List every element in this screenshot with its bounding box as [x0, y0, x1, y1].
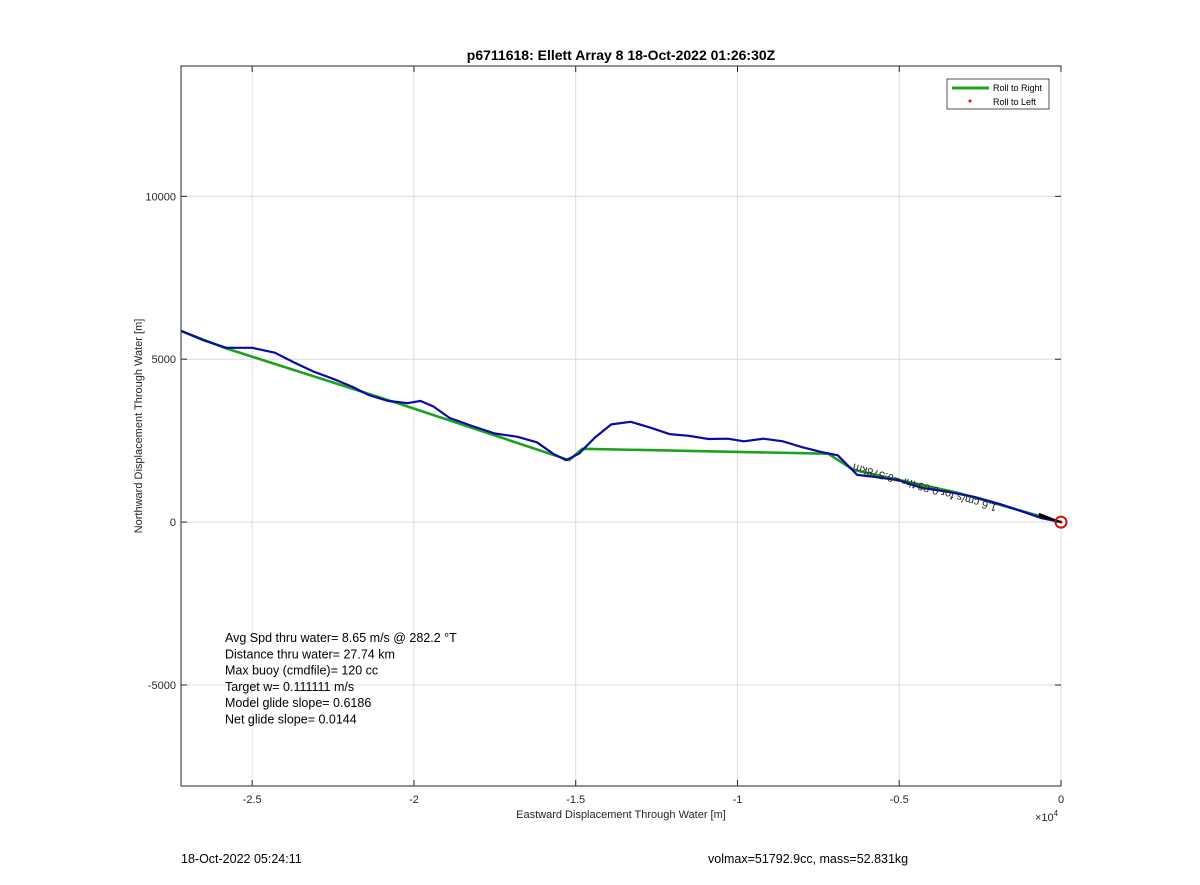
markers: [1038, 512, 1068, 529]
x-tick-label: -2: [409, 794, 419, 806]
series-lines: [180, 329, 1062, 524]
tick-labels: -2.5 -2 -1.5 -1 -0.5 0 -5000 0 5000 10000: [145, 66, 1064, 806]
stat-distance: Distance thru water= 27.74 km: [225, 647, 395, 661]
legend: Roll to Right Roll to Left: [946, 78, 1050, 110]
legend-swatch-roll-left: [968, 99, 972, 103]
gridlines: [181, 66, 1062, 786]
footer-vehicle-params: volmax=51792.9cc, mass=52.831kg: [708, 852, 909, 866]
y-tick-label: 0: [170, 517, 176, 529]
x-axis-exponent: ×104: [1035, 809, 1059, 824]
stat-avg-speed: Avg Spd thru water= 8.65 m/s @ 282.2 °T: [225, 631, 457, 645]
x-tick-label: -1.5: [566, 794, 585, 806]
series-line-0: [180, 329, 1062, 524]
stat-max-buoy: Max buoy (cmdfile)= 120 cc: [225, 664, 378, 678]
x-tick-label: 0: [1058, 794, 1064, 806]
x-axis-exponent-base: ×10: [1035, 812, 1054, 824]
plot-area: [180, 65, 1062, 787]
series-line-1: [180, 329, 1062, 524]
y-tick-label: -5000: [148, 680, 176, 692]
stat-target-w: Target w= 0.111111 m/s: [225, 680, 354, 694]
legend-label-roll-left: Roll to Left: [993, 97, 1037, 107]
x-axis-exponent-power: 4: [1054, 809, 1059, 818]
x-tick-label: -2.5: [243, 794, 262, 806]
stat-net-glide-slope: Net glide slope= 0.0144: [225, 713, 357, 727]
x-tick-label: -0.5: [890, 794, 909, 806]
chart-title: p6711618: Ellett Array 8 18-Oct-2022 01:…: [467, 47, 776, 63]
dive-statistics: Avg Spd thru water= 8.65 m/s @ 282.2 °T …: [225, 631, 457, 727]
legend-label-roll-right: Roll to Right: [993, 83, 1043, 93]
x-axis-title: Eastward Displacement Through Water [m]: [516, 809, 726, 821]
current-vector: [1038, 512, 1062, 523]
y-axis-title: Northward Displacement Through Water [m]: [133, 319, 145, 534]
stat-model-glide-slope: Model glide slope= 0.6186: [225, 696, 371, 710]
x-tick-label: -1: [733, 794, 743, 806]
legend-box: [946, 78, 1050, 110]
footer-timestamp: 18-Oct-2022 05:24:11: [181, 852, 302, 866]
y-tick-label: 10000: [145, 191, 176, 203]
y-tick-label: 5000: [152, 354, 176, 366]
